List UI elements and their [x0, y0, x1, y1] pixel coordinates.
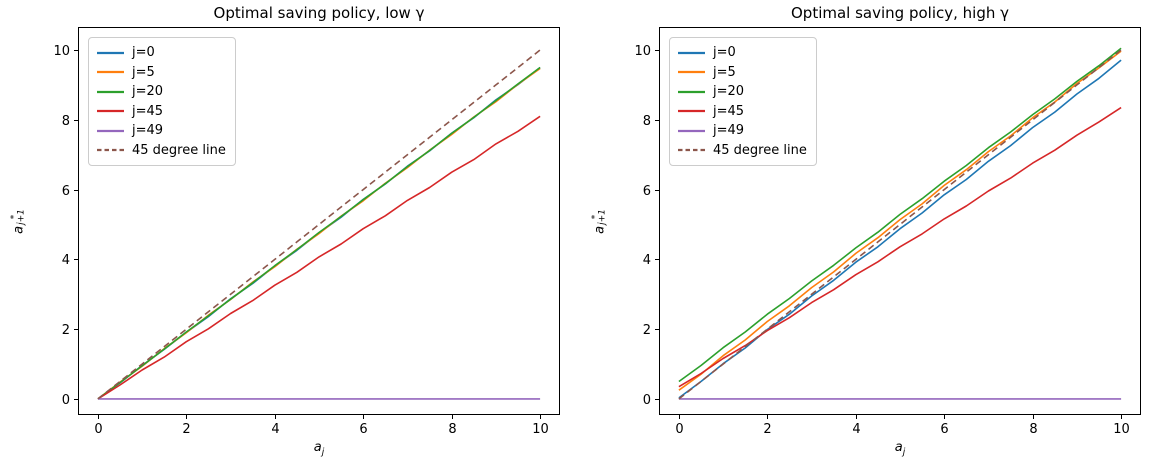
- legend-entry-label: j=20: [132, 84, 164, 100]
- x-tick-label: 6: [940, 422, 948, 437]
- series-line: [678, 59, 1122, 399]
- legend-swatch-line: [97, 90, 124, 94]
- legend-entry-label: j=49: [132, 123, 164, 139]
- y-tick-label: 0: [643, 393, 651, 408]
- y-tick-label: 6: [62, 184, 70, 199]
- y-tick-label: 8: [62, 114, 70, 129]
- legend-entry: j=45: [678, 102, 807, 122]
- y-tick-label: 0: [62, 393, 70, 408]
- y-tick-label: 2: [643, 323, 651, 338]
- legend-entry: j=49: [678, 121, 807, 141]
- axes-frame: [659, 27, 1141, 415]
- series-line: [678, 47, 1122, 383]
- plot-area: 0 2 4 6 8 10 0 2 4 6 8 10: [53, 27, 560, 437]
- legend-entry-label: j=0: [713, 45, 736, 61]
- legend-entry: 45 degree line: [97, 141, 226, 161]
- plot-area: 0 2 4 6 8 10 0 2 4 6 8 10: [634, 27, 1141, 437]
- legend-entry-label: j=5: [713, 64, 736, 80]
- legend: j=0 j=5 j=20 j=45 j=49 45 degree line: [88, 37, 236, 166]
- legend: j=0 j=5 j=20 j=45 j=49 45 degree line: [669, 37, 817, 166]
- plot-title: Optimal saving policy, low γ: [213, 4, 425, 22]
- x-axis-label-base: a: [313, 440, 322, 455]
- legend-entry-label: j=45: [713, 103, 745, 119]
- legend-entry: j=49: [97, 121, 226, 141]
- legend-entry-label: j=0: [132, 45, 155, 61]
- x-tick-label: 6: [359, 422, 367, 437]
- x-axis-label: aj: [78, 440, 560, 458]
- x-tick-label: 2: [763, 422, 771, 437]
- legend-swatch-line: [97, 148, 124, 152]
- legend-entry: j=20: [678, 82, 807, 102]
- legend-swatch-line: [678, 148, 705, 152]
- x-axis-label-sub: j: [321, 447, 325, 458]
- legend-swatch-line: [97, 129, 124, 133]
- legend-swatch-line: [678, 51, 705, 55]
- legend-entry: j=5: [97, 63, 226, 83]
- y-tick-label: 10: [53, 44, 70, 59]
- legend-entry-label: 45 degree line: [713, 142, 807, 158]
- x-tick-label: 8: [1029, 422, 1037, 437]
- y-tick-label: 4: [62, 253, 70, 268]
- x-tick-label: 2: [182, 422, 190, 437]
- y-tick-label: 8: [643, 114, 651, 129]
- legend-entry: 45 degree line: [678, 141, 807, 161]
- x-tick-label: 4: [271, 422, 279, 437]
- legend-entry: j=20: [97, 82, 226, 102]
- series-line: [678, 50, 1122, 391]
- y-tick-label: 10: [634, 44, 651, 59]
- x-axis-label-base: a: [894, 440, 903, 455]
- y-tick-label: 6: [643, 184, 651, 199]
- legend-entry-label: j=20: [713, 84, 745, 100]
- legend-entry-label: j=45: [132, 103, 164, 119]
- legend-entry: j=0: [678, 43, 807, 63]
- legend-entry: j=0: [97, 43, 226, 63]
- x-axis-label: aj: [659, 440, 1141, 458]
- series-line: [678, 106, 1122, 388]
- x-tick-label: 10: [532, 422, 549, 437]
- axes-frame: [78, 27, 560, 415]
- legend-swatch-line: [678, 109, 705, 113]
- x-tick-label: 8: [448, 422, 456, 437]
- legend-swatch-line: [678, 70, 705, 74]
- legend-swatch-line: [97, 70, 124, 74]
- x-tick-label: 0: [675, 422, 683, 437]
- series-line: [97, 115, 541, 400]
- plot-title: Optimal saving policy, high γ: [790, 4, 1009, 22]
- legend-swatch-line: [678, 90, 705, 94]
- legend-entry-label: j=49: [713, 123, 745, 139]
- legend-swatch-line: [97, 51, 124, 55]
- x-tick-label: 0: [94, 422, 102, 437]
- legend-swatch-line: [678, 129, 705, 133]
- legend-entry-label: j=5: [132, 64, 155, 80]
- legend-entry-label: 45 degree line: [132, 142, 226, 158]
- legend-entry: j=45: [97, 102, 226, 122]
- series-line: [97, 66, 541, 400]
- x-tick-label: 4: [852, 422, 860, 437]
- y-tick-label: 4: [643, 253, 651, 268]
- legend-entry: j=5: [678, 63, 807, 83]
- legend-swatch-line: [97, 109, 124, 113]
- x-axis-label-sub: j: [902, 447, 906, 458]
- x-tick-label: 10: [1113, 422, 1130, 437]
- y-tick-label: 2: [62, 323, 70, 338]
